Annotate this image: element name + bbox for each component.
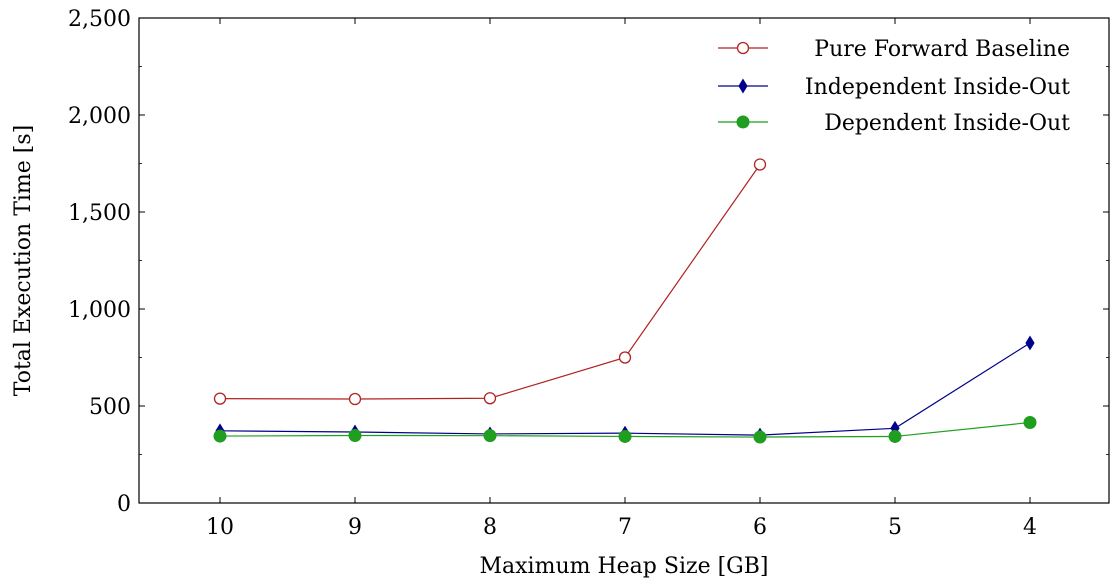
series-1 (213, 158, 767, 406)
y-tick-label: 2,000 (68, 104, 131, 129)
legend-label: Independent Inside-Out (805, 75, 1070, 100)
series-line (219, 164, 761, 400)
legend-label: Dependent Inside-Out (824, 111, 1070, 136)
x-tick-label: 6 (753, 515, 767, 540)
y-axis-title: Total Execution Time [s] (11, 125, 36, 397)
legend-marker (736, 41, 750, 55)
legend-marker (736, 115, 750, 129)
data-point (483, 429, 497, 443)
legend-marker (738, 78, 748, 94)
x-axis-title: Maximum Heap Size [GB] (480, 554, 769, 579)
y-tick-label: 0 (117, 492, 131, 517)
x-tick-label: 4 (1023, 515, 1037, 540)
data-point (888, 429, 902, 443)
x-tick-label: 8 (483, 515, 497, 540)
x-tick-label: 10 (206, 515, 234, 540)
data-point (348, 392, 362, 406)
data-point (618, 429, 632, 443)
data-point (1023, 415, 1037, 429)
series-group (213, 158, 1037, 444)
legend: Pure Forward Baseline Independent Inside-… (718, 37, 1070, 136)
x-tick-label: 7 (618, 515, 632, 540)
y-tick-label: 2,500 (68, 7, 131, 32)
data-point (753, 430, 767, 444)
series-3 (213, 415, 1037, 444)
legend-label: Pure Forward Baseline (814, 37, 1070, 62)
x-tick-label: 5 (888, 515, 902, 540)
data-point (483, 392, 497, 405)
y-tick-label: 1,000 (68, 298, 131, 323)
data-point (1025, 335, 1035, 351)
data-point (348, 428, 362, 442)
y-tick-label: 500 (89, 395, 131, 420)
data-point (213, 392, 227, 405)
data-point (213, 429, 227, 443)
axes: 0 500 1,000 1,500 2,000 2,500 10 9 8 7 6 5 4 (68, 7, 1110, 540)
x-tick-label: 9 (348, 515, 362, 540)
y-tick-label: 1,500 (68, 201, 131, 226)
data-point (618, 351, 632, 364)
data-point (753, 158, 767, 171)
